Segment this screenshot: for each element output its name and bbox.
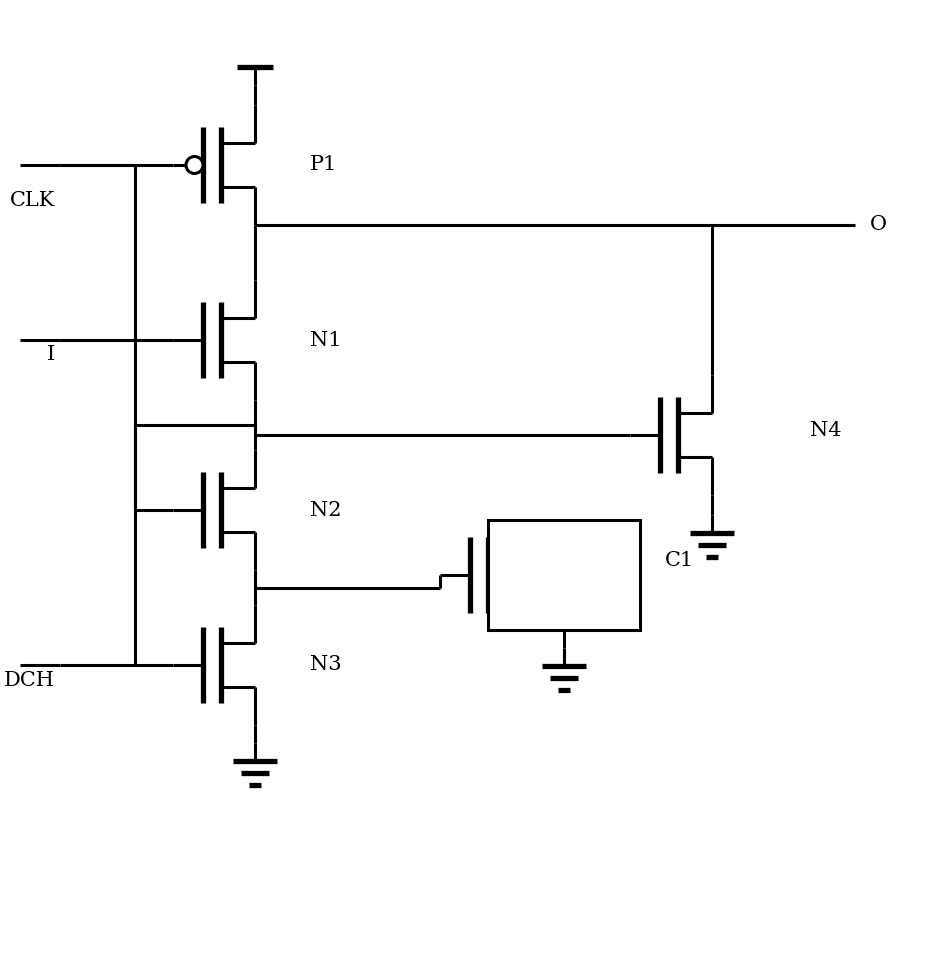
Bar	[488, 520, 640, 630]
Text: C1: C1	[666, 550, 695, 569]
Circle shape	[186, 156, 203, 174]
Text: N4: N4	[810, 420, 841, 440]
Text: N2: N2	[310, 500, 342, 519]
Text: CLK: CLK	[9, 190, 55, 209]
Text: I: I	[47, 346, 55, 365]
Text: N1: N1	[310, 330, 342, 349]
Text: N3: N3	[310, 656, 342, 675]
Text: O: O	[870, 215, 887, 234]
Text: P1: P1	[310, 156, 337, 175]
Text: DCH: DCH	[4, 670, 55, 689]
